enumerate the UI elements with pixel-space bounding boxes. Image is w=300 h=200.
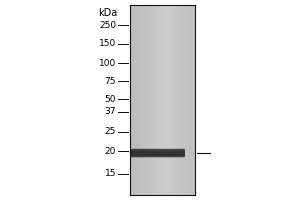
Bar (167, 5, 169, 195)
Bar (179, 5, 180, 195)
Bar (131, 157, 185, 158)
Bar (131, 153, 185, 154)
Bar (143, 5, 145, 195)
Bar (187, 5, 188, 195)
Bar (131, 149, 185, 150)
Bar (149, 5, 151, 195)
Text: 75: 75 (104, 76, 116, 86)
Bar (131, 153, 185, 154)
Bar (151, 5, 153, 195)
Bar (130, 5, 195, 195)
Bar (135, 5, 136, 195)
Bar (166, 5, 167, 195)
Bar (131, 154, 185, 155)
Bar (140, 5, 141, 195)
Bar (131, 151, 185, 152)
Bar (180, 5, 182, 195)
Bar (169, 5, 171, 195)
Text: 20: 20 (105, 146, 116, 156)
Bar (132, 5, 133, 195)
Bar (154, 5, 156, 195)
Bar (174, 5, 176, 195)
Bar (131, 148, 185, 149)
Text: kDa: kDa (98, 8, 117, 18)
Bar (146, 5, 148, 195)
Bar (131, 155, 185, 156)
Bar (171, 5, 172, 195)
Bar (131, 149, 185, 150)
Text: 37: 37 (104, 108, 116, 116)
Bar (194, 5, 195, 195)
Text: 15: 15 (104, 170, 116, 178)
Text: 25: 25 (105, 128, 116, 136)
Bar (131, 156, 185, 157)
Bar (190, 5, 192, 195)
Bar (131, 150, 185, 151)
Bar (131, 154, 185, 155)
Text: 50: 50 (104, 95, 116, 104)
Bar (161, 5, 163, 195)
Bar (136, 5, 138, 195)
Bar (159, 5, 161, 195)
Text: 100: 100 (99, 58, 116, 68)
Bar (131, 154, 185, 155)
Bar (172, 5, 174, 195)
Text: 150: 150 (99, 40, 116, 48)
Bar (131, 152, 185, 153)
Bar (131, 149, 185, 150)
Bar (131, 150, 185, 151)
Bar (153, 5, 154, 195)
Bar (131, 153, 185, 154)
Bar (131, 157, 185, 158)
Bar (138, 5, 140, 195)
Text: 250: 250 (99, 21, 116, 29)
Bar (176, 5, 177, 195)
Bar (131, 156, 185, 157)
Bar (182, 5, 184, 195)
Bar (141, 5, 143, 195)
Bar (164, 5, 166, 195)
Bar (145, 5, 146, 195)
Bar (131, 155, 185, 156)
Bar (156, 5, 158, 195)
Bar (192, 5, 194, 195)
FancyBboxPatch shape (130, 149, 185, 157)
Bar (185, 5, 187, 195)
Bar (131, 155, 185, 156)
Bar (158, 5, 159, 195)
Bar (131, 151, 185, 152)
Bar (177, 5, 179, 195)
Bar (163, 5, 164, 195)
Bar (184, 5, 185, 195)
Bar (133, 5, 135, 195)
Bar (130, 5, 132, 195)
Bar (131, 150, 185, 151)
Bar (148, 5, 149, 195)
Bar (188, 5, 190, 195)
Bar (131, 152, 185, 153)
